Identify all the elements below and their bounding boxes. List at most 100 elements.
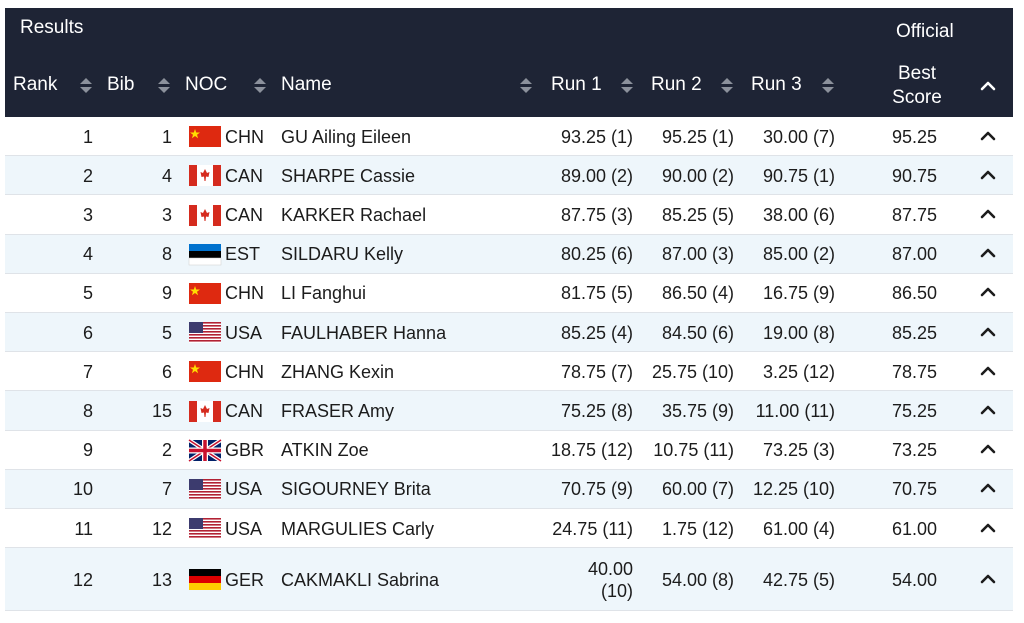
table-row: [5, 117, 1013, 157]
sort-icon[interactable]: [80, 78, 92, 93]
column-header[interactable]: Best Score: [892, 63, 942, 108]
cell: FRASER Amy: [281, 401, 395, 421]
expand-toggle[interactable]: [980, 482, 996, 494]
cell: GBR: [225, 440, 265, 461]
cell: 90.75 (1): [762, 165, 835, 186]
expand-toggle[interactable]: [980, 247, 996, 259]
cell: CAN: [225, 401, 264, 421]
table-row: [5, 313, 1013, 353]
table-row: [5, 391, 1013, 431]
sort-icon[interactable]: [621, 78, 633, 93]
cell: 73.25 (3): [762, 440, 835, 461]
table-row: [5, 234, 1013, 274]
column-header[interactable]: NOC: [185, 74, 228, 95]
cell: 87.75 (3): [560, 205, 633, 225]
expand-toggle[interactable]: [980, 130, 996, 142]
table-row: [5, 509, 1013, 549]
expand-toggle[interactable]: [980, 208, 996, 220]
cell: 4: [161, 165, 172, 186]
sort-icon[interactable]: [822, 78, 834, 93]
column-header[interactable]: Run 3: [751, 74, 802, 95]
collapse-all[interactable]: [980, 80, 996, 92]
table-row: [5, 156, 1013, 196]
cell: 78.75 (7): [560, 361, 633, 382]
sort-icon[interactable]: [520, 78, 532, 93]
expand-toggle[interactable]: [980, 404, 996, 416]
flag: [189, 126, 221, 148]
column-header[interactable]: Run 2: [651, 74, 702, 95]
flag: [189, 518, 221, 540]
cell: 1.75 (12): [661, 518, 734, 539]
cell: 10.75 (11): [653, 440, 734, 461]
flag: [189, 400, 221, 422]
cell: CHN: [225, 126, 264, 147]
table-row: [5, 431, 1013, 470]
column-header[interactable]: Name: [281, 74, 332, 95]
cell: 89.00 (2): [560, 165, 633, 186]
cell: 3: [161, 205, 172, 225]
flag: [189, 322, 221, 344]
cell: GU Ailing Eileen: [281, 126, 412, 147]
column-header[interactable]: Bib: [107, 74, 135, 95]
cell: 18.75 (12): [550, 440, 633, 461]
cell: 19.00 (8): [762, 322, 835, 343]
column-header[interactable]: Run 1: [551, 74, 602, 95]
cell: 42.75 (5): [762, 569, 835, 590]
cell: 54.00: [891, 569, 937, 590]
flag: [189, 361, 221, 383]
expand-toggle[interactable]: [980, 286, 996, 298]
cell: 35.75 (9): [661, 401, 734, 421]
cell: 85.00 (2): [762, 244, 835, 265]
cell: 93.25 (1): [560, 126, 633, 147]
sort-icon[interactable]: [254, 78, 266, 93]
cell: 90.75: [891, 165, 937, 186]
cell: 87.00 (3): [661, 244, 734, 265]
cell: 12: [72, 569, 93, 590]
status: Official: [896, 21, 954, 42]
flag: [189, 204, 221, 226]
expand-toggle[interactable]: [980, 522, 996, 534]
cell: 7: [161, 479, 172, 500]
cell: GER: [225, 569, 265, 590]
cell: 12: [151, 518, 172, 539]
cell: 15: [151, 401, 172, 421]
cell: 6: [82, 322, 93, 343]
cell: USA: [225, 322, 263, 343]
cell: CAN: [225, 165, 264, 186]
cell: 70.75 (9): [560, 479, 633, 500]
cell: 3.25 (12): [762, 361, 835, 382]
cell: 73.25: [891, 440, 937, 461]
sort-icon[interactable]: [158, 78, 170, 93]
expand-toggle[interactable]: [980, 169, 996, 181]
cell: 81.75 (5): [560, 283, 633, 304]
cell: 11.00 (11): [755, 401, 835, 421]
table-header: [5, 8, 1013, 117]
cell: 10: [72, 479, 93, 500]
flag: [188, 243, 222, 265]
cell: 86.50 (4): [661, 283, 734, 304]
cell: 87.75: [891, 205, 937, 225]
expand-toggle[interactable]: [980, 326, 996, 338]
cell: 12.25 (10): [752, 479, 835, 500]
expand-toggle[interactable]: [980, 573, 996, 585]
table-row: [5, 274, 1013, 313]
cell: 8: [161, 244, 172, 265]
cell: 70.75: [891, 479, 937, 500]
cell: USA: [225, 479, 263, 500]
cell: USA: [225, 518, 263, 539]
cell: 5: [82, 283, 93, 304]
cell: 25.75 (10): [651, 361, 734, 382]
cell: 3: [82, 205, 93, 225]
column-header[interactable]: Rank: [13, 74, 58, 95]
sort-icon[interactable]: [721, 78, 733, 93]
cell: SHARPE Cassie: [281, 165, 416, 186]
cell: 87.00: [891, 244, 937, 265]
expand-toggle[interactable]: [980, 443, 996, 455]
expand-toggle[interactable]: [980, 365, 996, 377]
cell: 38.00 (6): [762, 205, 835, 225]
cell: CHN: [225, 361, 264, 382]
cell: CAKMAKLI Sabrina: [281, 569, 440, 590]
flag: [189, 569, 221, 591]
cell: 78.75: [891, 361, 937, 382]
